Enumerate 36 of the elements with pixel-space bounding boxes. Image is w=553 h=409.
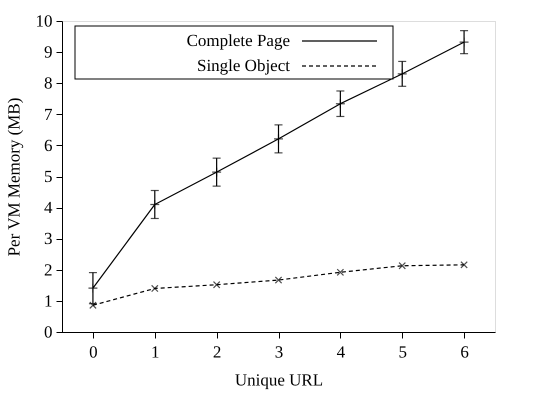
y-tick-label: 4 xyxy=(44,198,53,218)
y-tick-label: 10 xyxy=(36,12,52,30)
point xyxy=(397,68,408,79)
legend-label: Complete Page xyxy=(186,31,290,50)
y-tick-label: 8 xyxy=(44,74,52,93)
y-tick-label: 7 xyxy=(44,104,53,124)
x-tick-label: 5 xyxy=(398,342,407,362)
point xyxy=(89,301,97,310)
x-tick-label: 6 xyxy=(460,342,469,362)
point xyxy=(460,261,468,269)
point xyxy=(335,98,346,109)
legend-label: Single Object xyxy=(196,56,290,75)
y-tick-label: 3 xyxy=(44,229,52,248)
point xyxy=(273,134,284,144)
x-axis-title: Unique URL xyxy=(234,370,324,390)
y-tick-label: 5 xyxy=(44,167,52,186)
x-tick-label: 2 xyxy=(212,342,222,362)
point xyxy=(88,283,98,294)
x-tick-label: 0 xyxy=(89,342,98,362)
point xyxy=(459,37,470,48)
y-tick-label: 1 xyxy=(44,291,52,310)
point xyxy=(150,199,160,210)
point xyxy=(336,268,344,276)
x-tick-label: 3 xyxy=(274,342,284,362)
x-tick-label: 1 xyxy=(151,342,160,362)
y-tick-label: 9 xyxy=(44,42,52,62)
y-tick-label: 0 xyxy=(44,322,52,342)
x-tick-label: 4 xyxy=(336,342,346,362)
point xyxy=(212,280,220,288)
point xyxy=(212,167,222,178)
y-tick-label: 2 xyxy=(44,260,52,280)
point xyxy=(274,276,282,284)
point xyxy=(398,262,406,270)
y-tick-label: 6 xyxy=(44,136,52,155)
point xyxy=(151,284,159,292)
y-axis-title: Per VM Memory (MB) xyxy=(4,98,24,256)
